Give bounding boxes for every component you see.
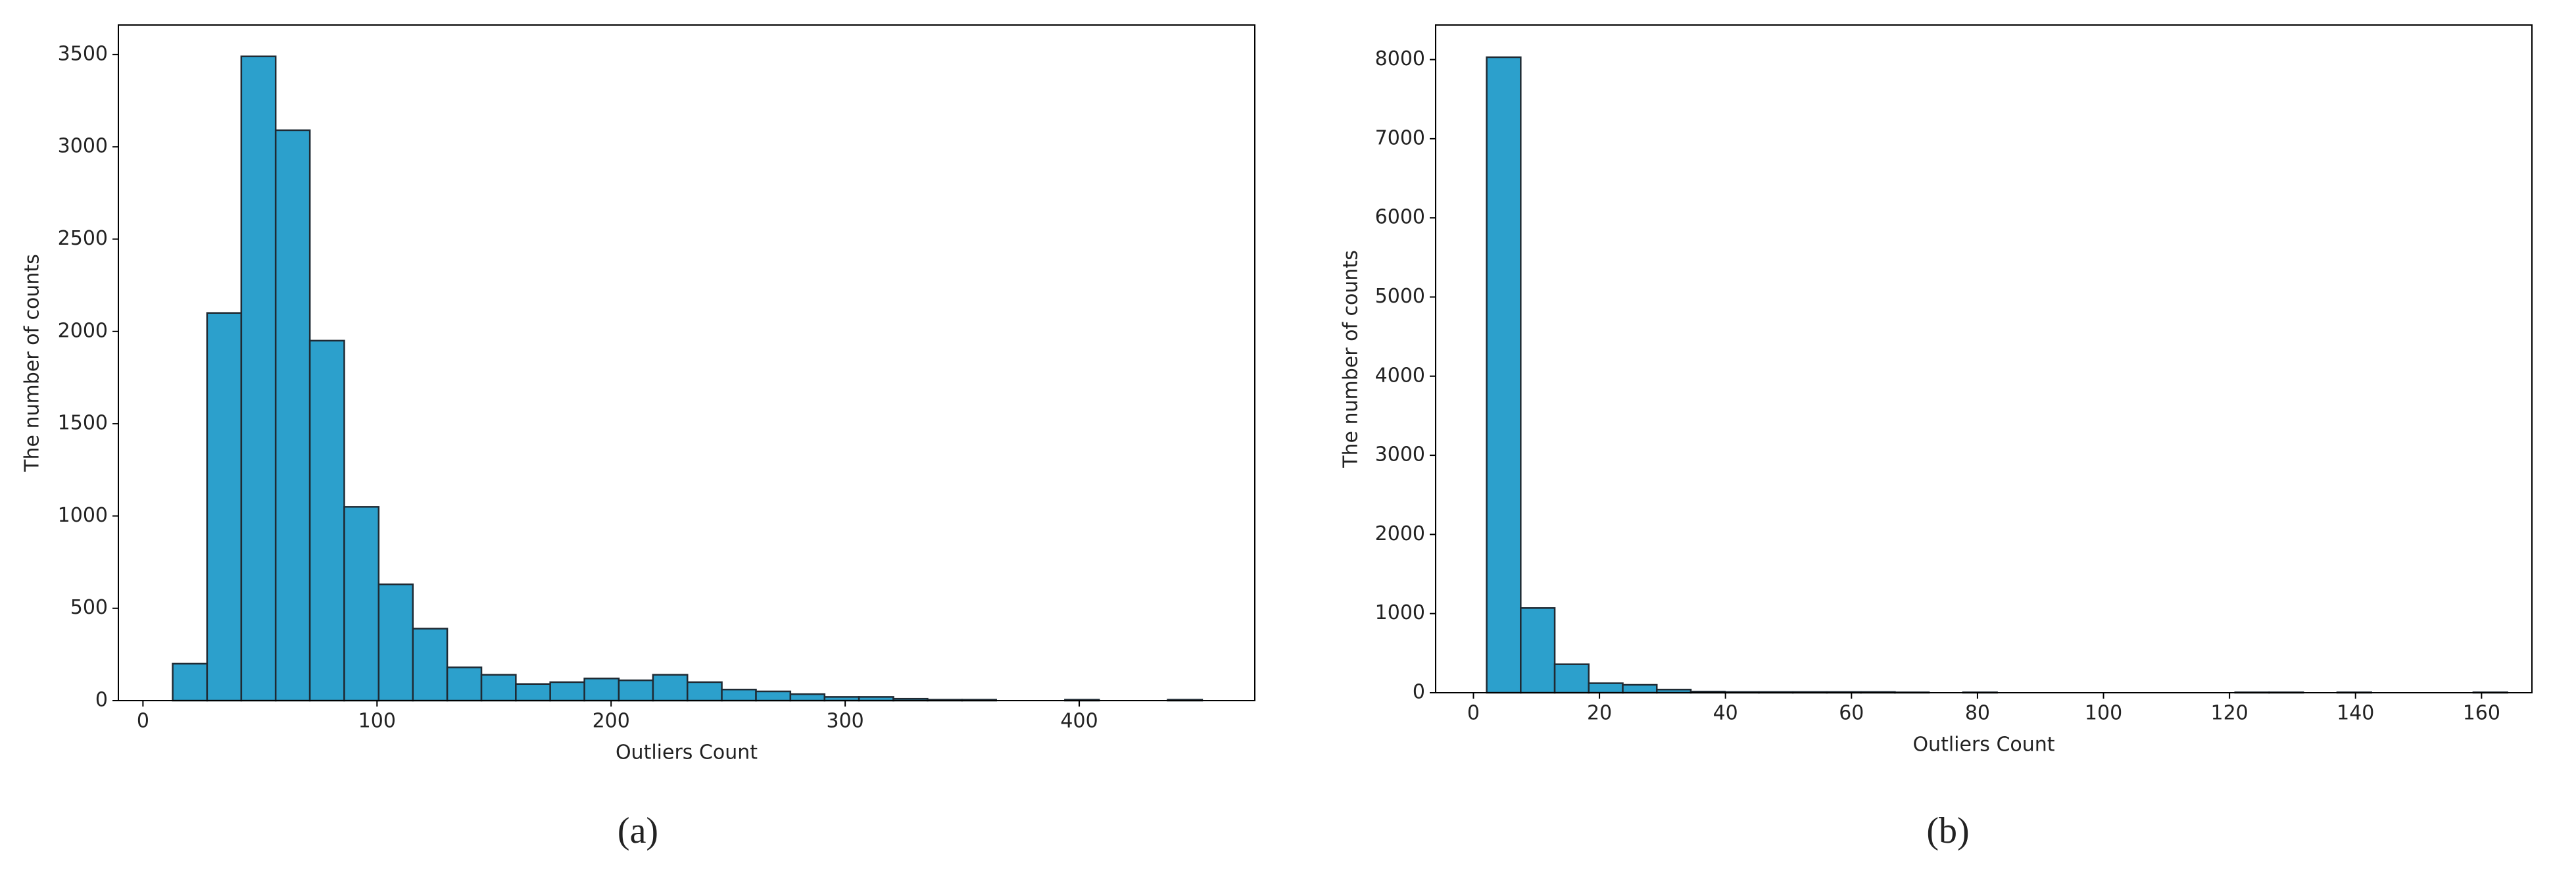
y-tick-label: 500	[70, 596, 108, 619]
bar	[549, 681, 585, 702]
bar	[583, 678, 620, 702]
x-tick-label: 80	[1965, 702, 1990, 725]
bar	[686, 681, 723, 702]
y-tick-label: 0	[1413, 681, 1425, 704]
y-axis-label: The number of counts	[21, 254, 44, 472]
bar	[1588, 682, 1624, 694]
bar	[480, 674, 517, 702]
panel-label: (b)	[1926, 810, 1969, 851]
bar	[446, 666, 483, 702]
y-tick-label: 2000	[1375, 522, 1425, 545]
bar	[652, 674, 689, 702]
bar	[1622, 684, 1658, 694]
x-tick-label: 60	[1839, 702, 1864, 725]
x-tick-label: 140	[2337, 702, 2374, 725]
bar	[412, 628, 449, 702]
x-tick-label: 300	[827, 710, 864, 733]
y-tick-label: 1000	[1375, 601, 1425, 624]
bar	[1486, 56, 1522, 694]
x-axis-label: Outliers Count	[1912, 734, 2054, 757]
x-tick-label: 100	[358, 710, 396, 733]
bar	[172, 662, 208, 702]
y-tick-label: 7000	[1375, 126, 1425, 149]
y-axis-label: The number of counts	[1340, 250, 1363, 468]
bar	[618, 679, 654, 702]
y-tick-label: 4000	[1375, 364, 1425, 387]
x-tick-label: 0	[1467, 702, 1480, 725]
y-tick-label: 6000	[1375, 206, 1425, 229]
bar	[377, 583, 414, 702]
bar	[343, 506, 380, 702]
y-tick-label: 3000	[58, 135, 108, 158]
x-tick-label: 200	[593, 710, 630, 733]
bar	[789, 693, 826, 702]
x-tick-label: 400	[1060, 710, 1098, 733]
bar	[240, 55, 277, 702]
bar	[1553, 663, 1590, 694]
x-tick-label: 120	[2211, 702, 2248, 725]
x-tick-label: 20	[1587, 702, 1612, 725]
bar	[755, 690, 792, 702]
axes-frame	[1435, 24, 2533, 693]
y-tick-label: 1500	[58, 412, 108, 435]
y-tick-label: 1000	[58, 504, 108, 527]
x-tick-label: 0	[137, 710, 149, 733]
panel-label: (a)	[618, 810, 658, 851]
y-tick-label: 2500	[58, 227, 108, 250]
x-axis-label: Outliers Count	[616, 741, 758, 764]
y-tick-label: 5000	[1375, 285, 1425, 308]
y-tick-label: 3000	[1375, 443, 1425, 466]
bar	[721, 688, 757, 702]
bar	[206, 312, 243, 702]
x-tick-label: 160	[2463, 702, 2500, 725]
bar	[515, 683, 551, 702]
bar	[308, 339, 345, 702]
y-tick-label: 2000	[58, 319, 108, 342]
axes-frame	[118, 24, 1255, 701]
bar	[1520, 607, 1556, 694]
y-tick-label: 3500	[58, 42, 108, 65]
y-tick-label: 0	[95, 689, 108, 712]
x-tick-label: 40	[1713, 702, 1738, 725]
x-tick-label: 100	[2085, 702, 2122, 725]
bar	[274, 129, 311, 702]
y-tick-label: 8000	[1375, 47, 1425, 70]
